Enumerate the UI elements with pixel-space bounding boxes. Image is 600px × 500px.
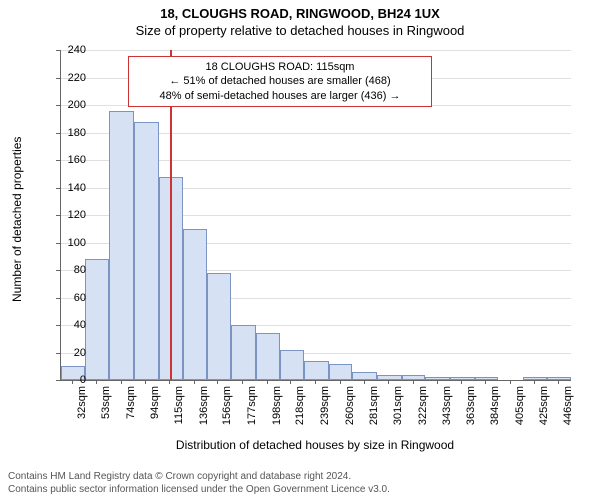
x-tick-mark xyxy=(96,380,97,384)
y-tick-label: 140 xyxy=(46,182,86,194)
x-tick-label: 260sqm xyxy=(344,386,356,436)
y-tick-label: 120 xyxy=(46,209,86,221)
x-tick-label: 177sqm xyxy=(246,386,258,436)
histogram-bar xyxy=(450,377,475,380)
histogram-bar xyxy=(183,229,207,380)
x-tick-label: 384sqm xyxy=(489,386,501,436)
callout-line-2: ← 51% of detached houses are smaller (46… xyxy=(135,74,425,88)
x-tick-mark xyxy=(485,380,486,384)
footer-line-1: Contains HM Land Registry data © Crown c… xyxy=(8,471,390,484)
histogram-bar xyxy=(329,364,353,381)
x-tick-label: 405sqm xyxy=(514,386,526,436)
x-tick-label: 94sqm xyxy=(149,386,161,436)
histogram-bar xyxy=(547,377,571,380)
x-tick-label: 218sqm xyxy=(294,386,306,436)
histogram-bar xyxy=(523,377,548,380)
x-tick-label: 239sqm xyxy=(319,386,331,436)
callout-line-3: 48% of semi-detached houses are larger (… xyxy=(135,89,425,103)
x-axis-label: Distribution of detached houses by size … xyxy=(60,438,570,452)
x-tick-mark xyxy=(217,380,218,384)
reference-callout: 18 CLOUGHS ROAD: 115sqm ← 51% of detache… xyxy=(128,56,432,107)
histogram-bar xyxy=(377,375,402,381)
x-tick-label: 425sqm xyxy=(538,386,550,436)
y-tick-label: 80 xyxy=(46,264,86,276)
x-tick-mark xyxy=(194,380,195,384)
x-tick-label: 136sqm xyxy=(198,386,210,436)
x-tick-label: 281sqm xyxy=(368,386,380,436)
x-tick-mark xyxy=(72,380,73,384)
histogram-bar xyxy=(207,273,232,380)
x-tick-mark xyxy=(340,380,341,384)
callout-line-1: 18 CLOUGHS ROAD: 115sqm xyxy=(135,60,425,74)
y-tick-label: 0 xyxy=(46,374,86,386)
histogram-bar xyxy=(109,111,134,381)
histogram-bar xyxy=(352,372,377,380)
grid-line xyxy=(61,50,571,51)
y-tick-label: 160 xyxy=(46,154,86,166)
x-tick-mark xyxy=(364,380,365,384)
x-tick-mark xyxy=(315,380,316,384)
histogram-bar xyxy=(134,122,159,381)
histogram-bar xyxy=(402,375,426,381)
x-tick-label: 198sqm xyxy=(271,386,283,436)
x-tick-mark xyxy=(145,380,146,384)
y-tick-label: 180 xyxy=(46,127,86,139)
x-tick-label: 32sqm xyxy=(76,386,88,436)
x-tick-mark xyxy=(461,380,462,384)
x-tick-label: 74sqm xyxy=(125,386,137,436)
histogram-bar xyxy=(280,350,305,380)
x-tick-mark xyxy=(242,380,243,384)
x-tick-label: 301sqm xyxy=(392,386,404,436)
x-tick-mark xyxy=(413,380,414,384)
histogram-bar xyxy=(231,325,256,380)
x-tick-mark xyxy=(267,380,268,384)
histogram-bar xyxy=(256,333,280,380)
x-tick-label: 53sqm xyxy=(100,386,112,436)
x-tick-label: 322sqm xyxy=(417,386,429,436)
x-tick-mark xyxy=(558,380,559,384)
x-tick-mark xyxy=(534,380,535,384)
x-tick-mark xyxy=(510,380,511,384)
x-tick-mark xyxy=(437,380,438,384)
x-tick-mark xyxy=(121,380,122,384)
y-tick-label: 240 xyxy=(46,44,86,56)
x-tick-mark xyxy=(290,380,291,384)
histogram-bar xyxy=(85,259,110,380)
y-tick-label: 60 xyxy=(46,292,86,304)
y-tick-label: 100 xyxy=(46,237,86,249)
footer-attribution: Contains HM Land Registry data © Crown c… xyxy=(8,471,390,496)
x-tick-label: 343sqm xyxy=(441,386,453,436)
y-tick-label: 20 xyxy=(46,347,86,359)
x-tick-mark xyxy=(388,380,389,384)
y-tick-label: 40 xyxy=(46,319,86,331)
y-tick-label: 220 xyxy=(46,72,86,84)
x-tick-label: 156sqm xyxy=(221,386,233,436)
y-axis-label: Number of detached properties xyxy=(10,137,24,302)
histogram-bar xyxy=(304,361,329,380)
chart-title: 18, CLOUGHS ROAD, RINGWOOD, BH24 1UX xyxy=(0,0,600,21)
chart-subtitle: Size of property relative to detached ho… xyxy=(0,21,600,38)
y-tick-label: 200 xyxy=(46,99,86,111)
x-tick-label: 446sqm xyxy=(562,386,574,436)
chart-container: 18, CLOUGHS ROAD, RINGWOOD, BH24 1UX Siz… xyxy=(0,0,600,500)
x-tick-label: 363sqm xyxy=(465,386,477,436)
footer-line-2: Contains public sector information licen… xyxy=(8,484,390,497)
x-tick-mark xyxy=(169,380,170,384)
x-tick-label: 115sqm xyxy=(173,386,185,436)
